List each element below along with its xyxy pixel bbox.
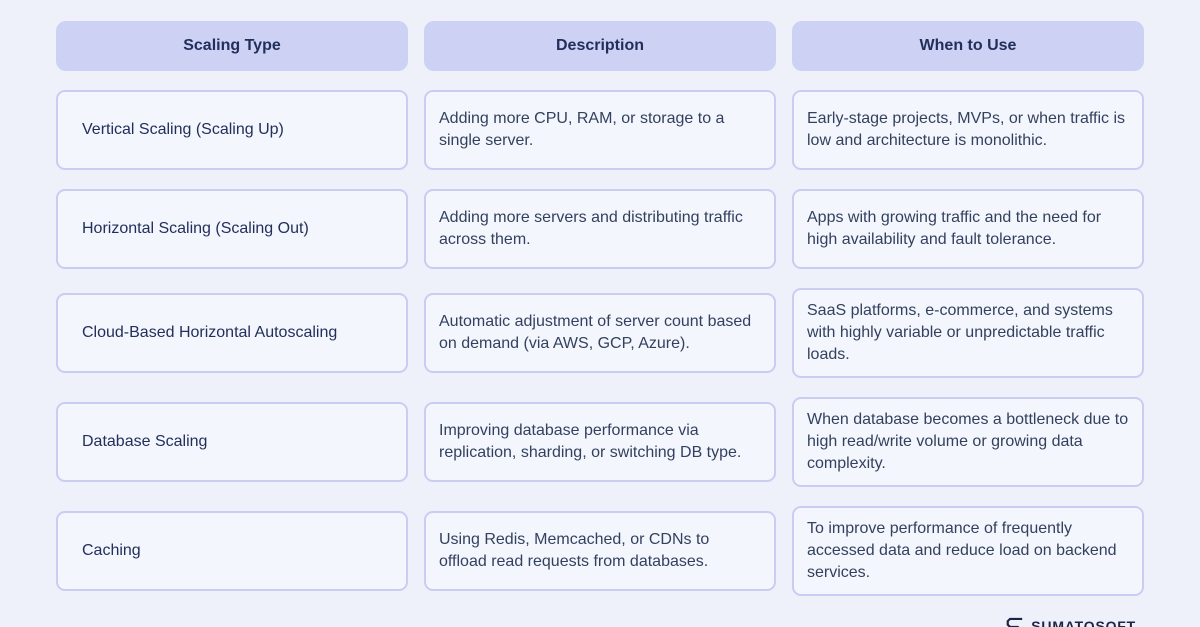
column-header-description: Description [424,21,776,71]
cell-row4-when-to-use: When database becomes a bottleneck due t… [792,397,1144,487]
cell-row3-when-to-use: SaaS platforms, e-commerce, and systems … [792,288,1144,378]
sumatosoft-shield-s-icon [1004,615,1024,627]
cell-row3-description: Automatic adjustment of server count bas… [424,293,776,373]
cell-row2-description: Adding more servers and distributing tra… [424,189,776,269]
column-header-when-to-use: When to Use [792,21,1144,71]
cell-row2-scaling-type: Horizontal Scaling (Scaling Out) [56,189,408,269]
cell-row3-scaling-type: Cloud-Based Horizontal Autoscaling [56,293,408,373]
footer: SUMATOSOFT [56,615,1144,627]
cell-row5-description: Using Redis, Memcached, or CDNs to offlo… [424,511,776,591]
cell-row4-scaling-type: Database Scaling [56,402,408,482]
cell-row4-description: Improving database performance via repli… [424,402,776,482]
brand-wordmark: SUMATOSOFT [1031,618,1136,627]
cell-row2-when-to-use: Apps with growing traffic and the need f… [792,189,1144,269]
scaling-table: Scaling Type Description When to Use Ver… [56,21,1144,596]
column-header-scaling-type: Scaling Type [56,21,408,71]
cell-row1-when-to-use: Early-stage projects, MVPs, or when traf… [792,90,1144,170]
cell-row5-when-to-use: To improve performance of frequently acc… [792,506,1144,596]
cell-row1-scaling-type: Vertical Scaling (Scaling Up) [56,90,408,170]
cell-row1-description: Adding more CPU, RAM, or storage to a si… [424,90,776,170]
cell-row5-scaling-type: Caching [56,511,408,591]
